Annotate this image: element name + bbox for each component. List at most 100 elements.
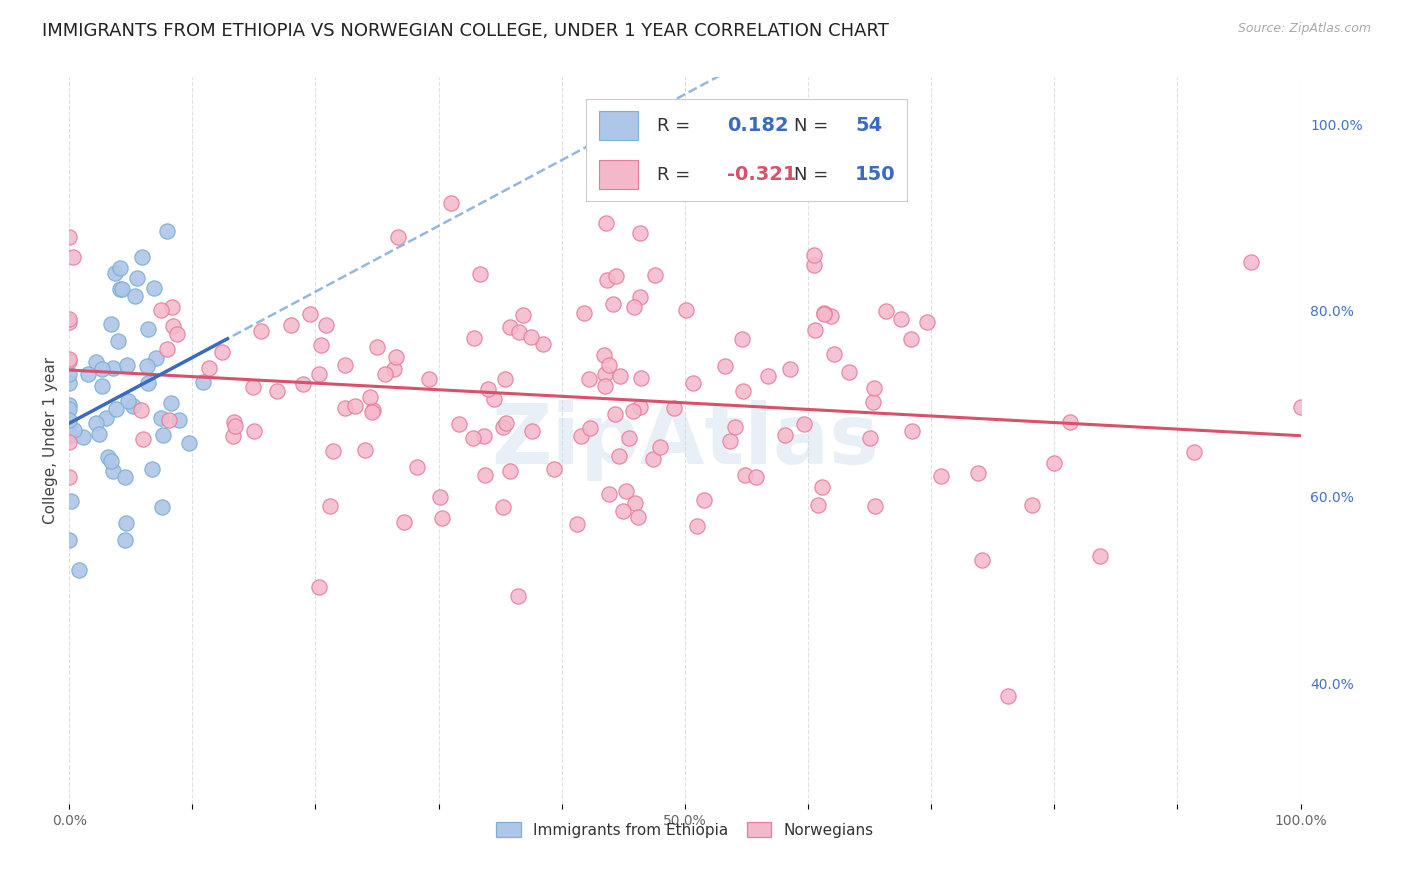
Point	[67, 563, 90, 577]
Point	[612, 504, 634, 518]
Point	[875, 304, 897, 318]
Point	[145, 351, 167, 366]
Point	[628, 290, 651, 304]
Point	[58, 368, 80, 382]
Point	[644, 268, 666, 282]
Point	[333, 358, 356, 372]
Point	[593, 379, 616, 393]
Point	[77, 367, 100, 381]
Point	[149, 411, 172, 425]
Point	[198, 361, 221, 376]
Point	[692, 492, 714, 507]
Point	[675, 303, 697, 318]
Point	[343, 400, 366, 414]
Point	[627, 509, 650, 524]
Point	[628, 226, 651, 240]
Point	[664, 401, 686, 416]
Point	[813, 307, 835, 321]
Point	[114, 533, 136, 547]
Point	[929, 468, 952, 483]
Point	[718, 434, 741, 449]
Point	[58, 469, 80, 483]
Point	[125, 270, 148, 285]
Point	[813, 306, 835, 320]
Point	[862, 395, 884, 409]
Point	[136, 359, 159, 373]
Point	[143, 281, 166, 295]
Point	[578, 421, 600, 435]
Point	[124, 288, 146, 302]
Point	[900, 332, 922, 346]
Point	[129, 402, 152, 417]
Point	[333, 401, 356, 416]
Point	[298, 307, 321, 321]
Point	[865, 499, 887, 513]
Point	[101, 464, 124, 478]
Point	[291, 377, 314, 392]
Point	[167, 412, 190, 426]
Point	[160, 395, 183, 409]
Point	[793, 417, 815, 431]
Point	[72, 430, 94, 444]
Point	[1021, 498, 1043, 512]
Point	[609, 368, 631, 383]
Point	[222, 415, 245, 429]
Point	[242, 380, 264, 394]
Point	[773, 427, 796, 442]
Point	[630, 401, 652, 415]
Point	[803, 248, 825, 262]
Point	[648, 440, 671, 454]
Point	[1059, 415, 1081, 429]
Point	[111, 282, 134, 296]
Point	[60, 493, 83, 508]
Point	[472, 429, 495, 443]
Point	[492, 419, 515, 434]
Point	[447, 417, 470, 432]
Point	[484, 392, 506, 406]
Point	[103, 267, 125, 281]
Point	[461, 431, 484, 445]
Point	[249, 324, 271, 338]
Point	[593, 348, 616, 362]
Point	[266, 384, 288, 398]
Point	[58, 316, 80, 330]
Point	[360, 405, 382, 419]
Text: IMMIGRANTS FROM ETHIOPIA VS NORWEGIAN COLLEGE, UNDER 1 YEAR CORRELATION CHART: IMMIGRANTS FROM ETHIOPIA VS NORWEGIAN CO…	[42, 22, 889, 40]
Point	[100, 454, 122, 468]
Point	[58, 351, 80, 366]
Text: Source: ZipAtlas.com: Source: ZipAtlas.com	[1237, 22, 1371, 36]
Point	[385, 351, 408, 365]
Point	[58, 230, 80, 244]
Point	[162, 319, 184, 334]
Point	[803, 258, 825, 272]
Point	[804, 323, 827, 337]
Point	[609, 449, 631, 463]
Point	[997, 689, 1019, 703]
Point	[574, 306, 596, 320]
Point	[108, 282, 131, 296]
Point	[191, 376, 214, 390]
Point	[1289, 400, 1312, 414]
Point	[970, 553, 993, 567]
Point	[58, 429, 80, 443]
Point	[366, 340, 388, 354]
Point	[779, 362, 801, 376]
Point	[474, 468, 496, 483]
Point	[492, 500, 515, 515]
Point	[756, 368, 779, 383]
Point	[596, 273, 619, 287]
Point	[569, 429, 592, 443]
Point	[87, 427, 110, 442]
Text: ZipAtlas: ZipAtlas	[491, 401, 879, 482]
Point	[731, 384, 754, 398]
Point	[322, 444, 344, 458]
Point	[598, 487, 620, 501]
Point	[1043, 456, 1066, 470]
Point	[58, 533, 80, 547]
Point	[595, 367, 617, 381]
Point	[114, 470, 136, 484]
Point	[150, 500, 173, 514]
Point	[543, 462, 565, 476]
Point	[384, 361, 406, 376]
Point	[136, 322, 159, 336]
